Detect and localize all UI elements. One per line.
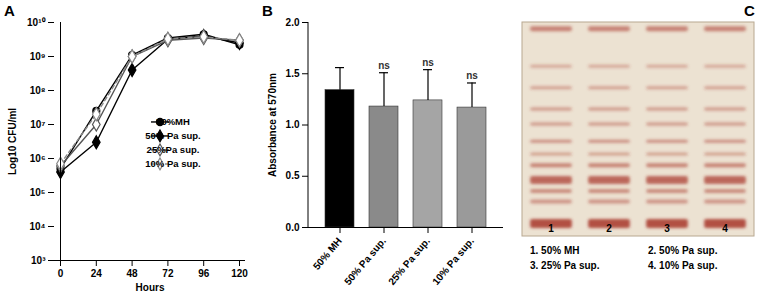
svg-text:0: 0 [58,268,64,279]
svg-text:0.0: 0.0 [286,222,300,233]
svg-text:4: 4 [722,223,728,234]
svg-text:25%Pa sup.: 25%Pa sup. [147,144,200,155]
svg-text:50% Pa sup.: 50% Pa sup. [342,235,388,287]
svg-text:10⁶: 10⁶ [30,153,46,164]
svg-text:Hours: Hours [136,282,165,293]
svg-text:10⁷: 10⁷ [30,119,45,130]
svg-text:ns: ns [466,70,478,81]
svg-text:Absorbance at 570nm: Absorbance at 570nm [267,73,278,177]
svg-text:3. 25% Pa sup.: 3. 25% Pa sup. [530,260,600,271]
svg-text:10⁴: 10⁴ [29,221,45,232]
svg-text:10³: 10³ [31,255,46,266]
svg-text:ns: ns [422,57,434,68]
svg-text:50% Pa sup.: 50% Pa sup. [145,130,200,141]
svg-text:2.0: 2.0 [286,17,300,28]
svg-text:10¹⁰: 10¹⁰ [27,17,45,28]
html-text:C: C [744,2,755,19]
svg-text:3: 3 [664,223,670,234]
html-text:A: A [4,2,15,19]
svg-text:1.5: 1.5 [286,68,300,79]
svg-text:24: 24 [91,268,103,279]
svg-text:10⁸: 10⁸ [30,85,46,96]
svg-text:10% Pa sup.: 10% Pa sup. [145,158,200,169]
svg-text:4. 10% Pa sup.: 4. 10% Pa sup. [648,260,718,271]
svg-text:50% MH: 50% MH [311,235,344,271]
svg-text:1: 1 [548,223,554,234]
svg-text:96: 96 [198,268,210,279]
svg-text:10⁵: 10⁵ [30,187,46,198]
svg-text:48: 48 [127,268,139,279]
svg-text:Log10 CFU/ml: Log10 CFU/ml [7,108,18,175]
svg-text:10⁹: 10⁹ [30,51,46,62]
html-text:B: B [262,2,273,19]
svg-text:0.5: 0.5 [286,170,300,181]
svg-text:ns: ns [378,60,390,71]
svg-text:2. 50% Pa sup.: 2. 50% Pa sup. [648,245,718,256]
svg-text:25% Pa sup.: 25% Pa sup. [386,235,432,287]
svg-text:1.0: 1.0 [286,119,300,130]
svg-text:50%MH: 50%MH [156,116,190,127]
svg-text:72: 72 [162,268,174,279]
svg-text:1. 50% MH: 1. 50% MH [530,245,579,256]
svg-text:120: 120 [231,268,248,279]
svg-text:10% Pa sup.: 10% Pa sup. [430,235,476,287]
svg-text:2: 2 [606,223,612,234]
